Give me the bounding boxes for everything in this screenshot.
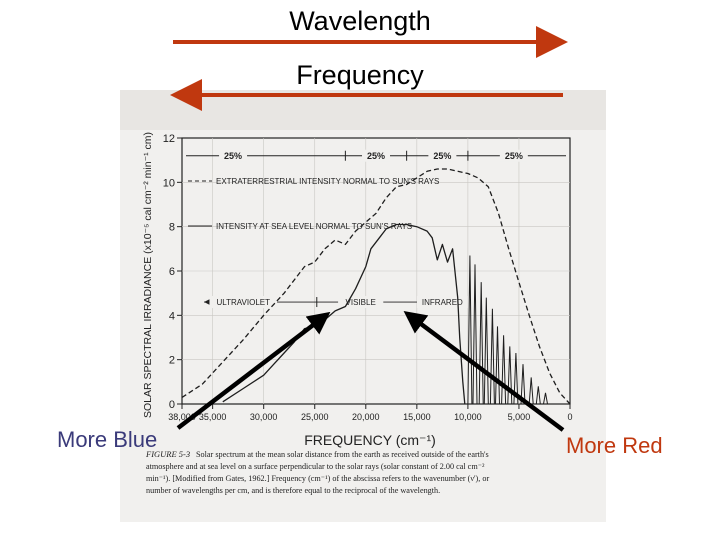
series-line-sea-level <box>222 223 466 405</box>
figure-caption-line-3: min⁻¹). [Modified from Gates, 1962.] Fre… <box>146 474 489 483</box>
sea-level-ir-band <box>535 386 541 405</box>
figure-caption-title: FIGURE 5-3 <box>145 449 190 459</box>
region-label: VISIBLE <box>346 298 376 307</box>
y-tick-label: 10 <box>163 177 175 189</box>
percent-band: 25% 25% 25% 25% <box>181 149 571 162</box>
sea-level-ir-band <box>543 392 548 405</box>
y-tick-label: 12 <box>163 133 175 145</box>
sea-level-ir-band <box>501 335 507 405</box>
percent-label-bg <box>219 149 248 162</box>
more-blue-pointer-arrow <box>176 311 331 430</box>
more-red-label: More Red <box>566 433 663 458</box>
sea-level-ir-band <box>513 352 519 405</box>
region-label-bg <box>416 296 468 309</box>
y-tick-label: 4 <box>169 310 175 322</box>
sea-level-ir-band <box>489 308 495 405</box>
x-tick-label: 25,000 <box>301 412 329 422</box>
x-axis-title: FREQUENCY (cm⁻¹) <box>304 432 436 448</box>
sea-level-ir-band <box>520 364 526 405</box>
percent-label: 25% <box>367 151 385 161</box>
legend-entry-extraterrestrial: EXTRATERRESTRIAL INTENSITY NORMAL TO SUN… <box>216 177 439 186</box>
y-tick-label: 6 <box>169 266 175 278</box>
frequency-label: Frequency <box>296 60 424 90</box>
x-tick-label: 38,000 <box>168 412 196 422</box>
figure-caption-line-2: atmosphere and at sea level on a surface… <box>146 462 485 471</box>
series-line-extraterrestrial <box>181 168 571 405</box>
y-axis-title: SOLAR SPECTRAL IRRADIANCE (x10⁻⁵ cal cm⁻… <box>142 132 154 418</box>
x-tick-label: 0 <box>567 412 572 422</box>
series-layer <box>181 168 571 405</box>
legend-entry-sea-level: INTENSITY AT SEA LEVEL NORMAL TO SUN'S R… <box>216 222 412 231</box>
percent-label-bg <box>499 149 528 162</box>
sea-level-ir-band <box>528 377 534 405</box>
percent-label-bg <box>428 149 457 162</box>
sea-level-ir-band <box>507 346 513 405</box>
percent-label: 25% <box>505 151 523 161</box>
y-axis: 0 2 4 6 8 10 12 <box>163 133 182 411</box>
percent-label: 25% <box>224 151 242 161</box>
percent-label-bg <box>362 149 390 162</box>
figure-caption-line-4: number of wavelengths per cm, and is the… <box>146 486 440 495</box>
sea-level-ir-band <box>483 297 489 405</box>
sea-level-ir-band <box>478 282 484 405</box>
figure-caption-line-1: Solar spectrum at the mean solar distanc… <box>196 450 489 459</box>
sea-level-ir-band <box>467 255 473 405</box>
legend: EXTRATERRESTRIAL INTENSITY NORMAL TO SUN… <box>188 177 439 231</box>
x-tick-label: 30,000 <box>250 412 278 422</box>
x-tick-label: 10,000 <box>454 412 482 422</box>
region-label-bg <box>209 296 278 309</box>
region-label: INFRARED <box>422 298 463 307</box>
x-tick-label: 5,000 <box>508 412 531 422</box>
wavelength-label: Wavelength <box>289 6 431 36</box>
figure-caption: FIGURE 5-3 Solar spectrum at the mean so… <box>145 449 489 495</box>
y-tick-label: 8 <box>169 222 175 234</box>
x-tick-label: 20,000 <box>352 412 380 422</box>
y-tick-label: 0 <box>169 399 175 411</box>
gridlines <box>182 138 570 404</box>
x-tick-label: 15,000 <box>403 412 431 422</box>
region-label: ULTRAVIOLET <box>217 298 271 307</box>
x-axis: 38,000 35,000 30,000 25,000 20,000 15,000 10,0… <box>168 404 573 422</box>
y-tick-label: 2 <box>169 355 175 367</box>
x-tick-label: 35,000 <box>199 412 227 422</box>
sea-level-ir-band <box>472 264 478 405</box>
percent-label: 25% <box>433 151 451 161</box>
more-red-pointer-arrow <box>403 310 565 432</box>
region-band: ULTRAVIOLET VISIBLE INFRARED <box>204 296 468 309</box>
more-blue-label: More Blue <box>57 427 158 452</box>
